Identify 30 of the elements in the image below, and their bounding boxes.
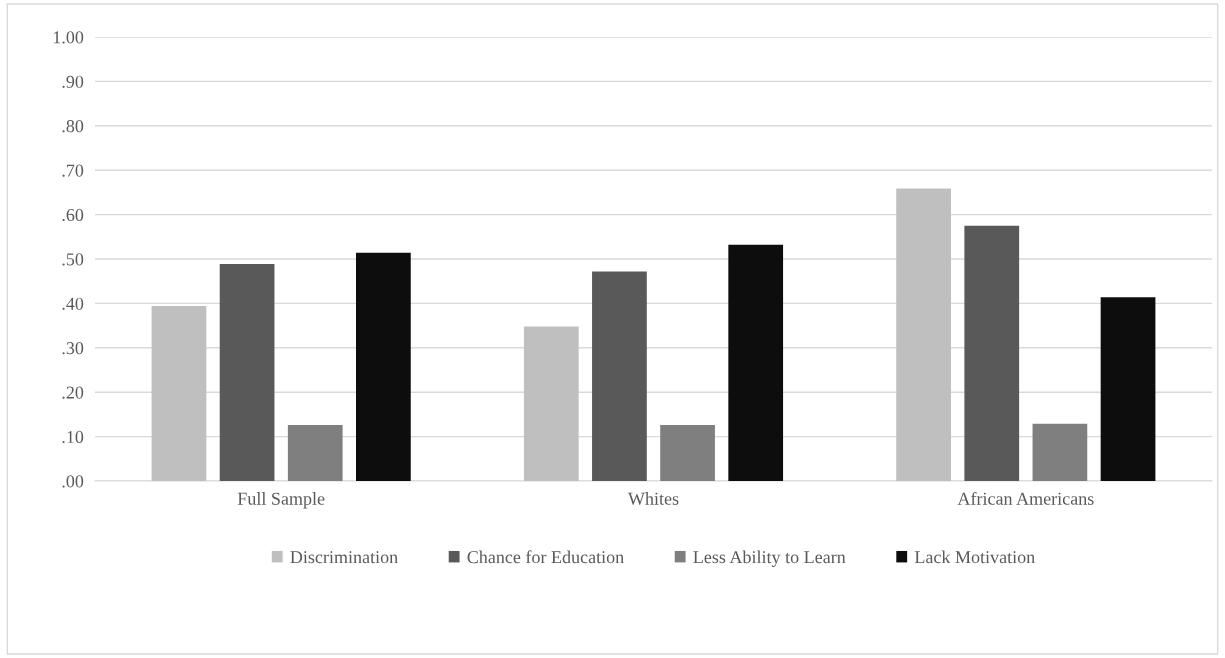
y-tick-label: .70 (62, 164, 84, 177)
bar (151, 306, 207, 481)
y-tick-label: .10 (62, 430, 84, 444)
bar (1100, 297, 1156, 481)
bar (592, 271, 647, 481)
legend-label: Chance for Education (467, 550, 624, 564)
bar (964, 225, 1020, 481)
y-tick-label: .30 (62, 342, 84, 355)
bar (523, 326, 579, 481)
y-tick-label: .20 (62, 386, 84, 399)
y-tick-label: .50 (62, 253, 84, 266)
bar (219, 263, 275, 481)
y-tick-label: .80 (62, 120, 84, 133)
x-tick-label: Whites (627, 492, 679, 505)
bar (660, 425, 715, 481)
bar (287, 425, 343, 481)
bar (356, 252, 411, 481)
bar (728, 244, 784, 481)
y-tick-label: .40 (62, 297, 84, 310)
x-tick-label: Full Sample (237, 492, 325, 509)
bar (1032, 423, 1088, 481)
y-tick-label: 1.00 (53, 31, 84, 44)
legend-label: Less Ability to Learn (693, 550, 846, 567)
legend-label: Lack Motivation (914, 550, 1035, 564)
y-tick-label: .60 (62, 208, 84, 222)
x-tick-label: African Americans (957, 491, 1094, 505)
y-tick-label: .00 (62, 475, 84, 488)
bar (896, 188, 951, 481)
y-tick-label: .90 (62, 75, 84, 88)
legend-label: Discrimination (290, 551, 398, 564)
